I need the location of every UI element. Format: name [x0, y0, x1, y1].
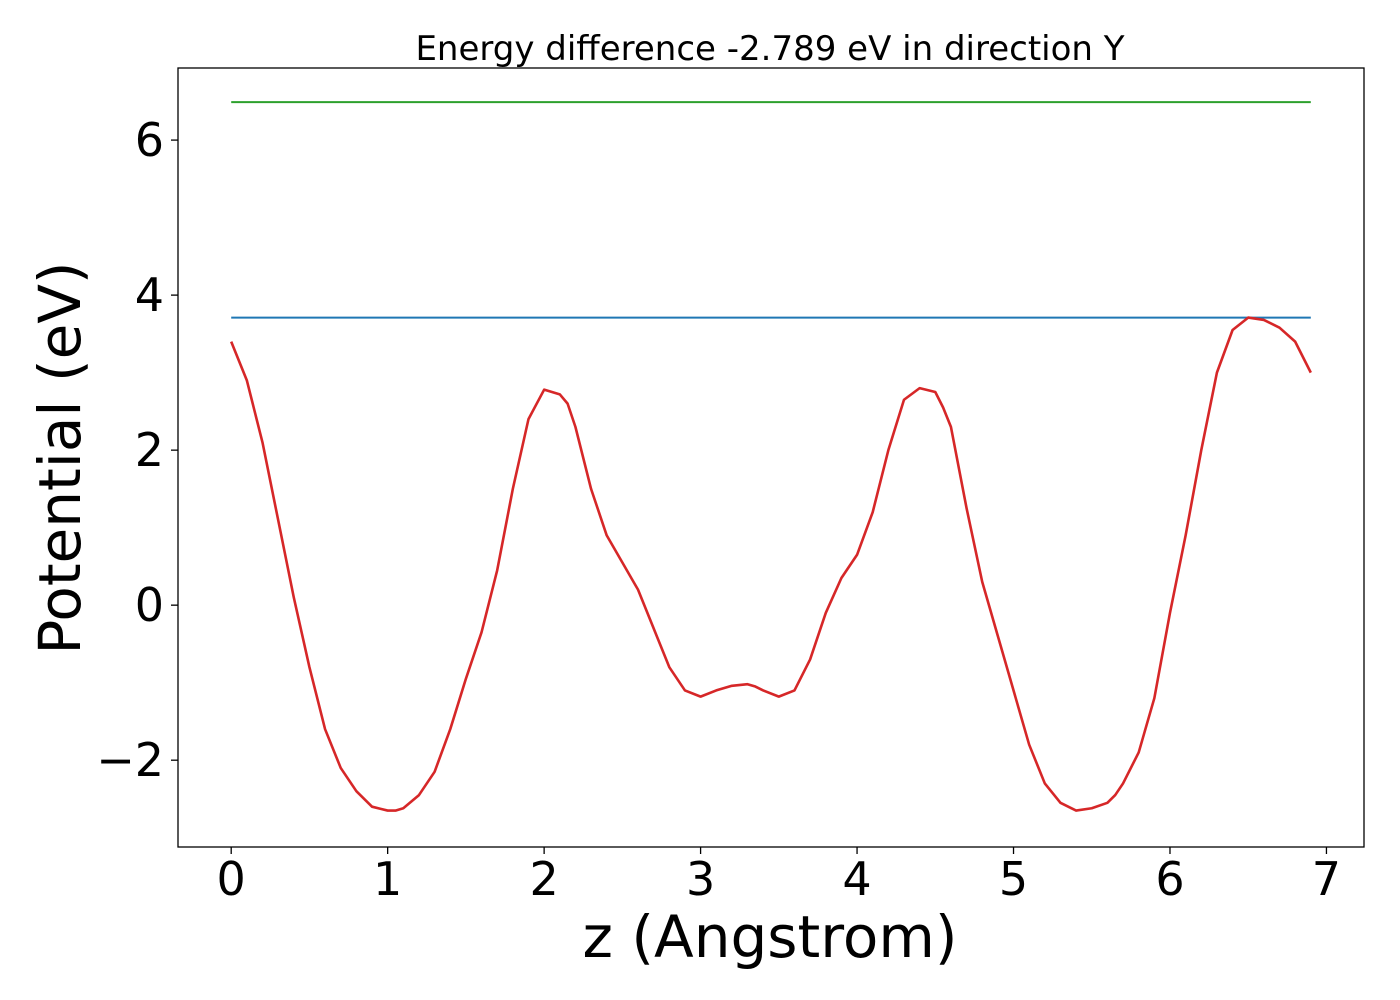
x-tick-label: 3	[686, 852, 715, 906]
plot-series	[229, 101, 1312, 812]
x-tick-label: 6	[1155, 852, 1184, 906]
x-axis-ticks: 0 1 2 3 4 5 6 7	[217, 847, 1341, 906]
y-tick-label: 6	[135, 113, 164, 167]
plot-frame	[177, 67, 1365, 848]
x-tick-label: 4	[842, 852, 871, 906]
x-tick-label: 7	[1312, 852, 1341, 906]
x-axis-label: z (Angstrom)	[583, 903, 958, 971]
x-tick-label: 2	[529, 852, 558, 906]
y-tick-label: 0	[135, 578, 164, 632]
y-axis-label: Potential (eV)	[26, 261, 94, 654]
x-tick-label: 1	[373, 852, 402, 906]
y-axis-ticks: −2 0 2 4 6	[96, 113, 178, 787]
x-tick-label: 5	[999, 852, 1028, 906]
chart-title: Energy difference -2.789 eV in direction…	[415, 29, 1124, 69]
y-tick-label: −2	[96, 733, 164, 787]
series-line-2	[229, 316, 1312, 812]
y-tick-label: 2	[135, 423, 164, 477]
x-tick-label: 0	[217, 852, 246, 906]
y-tick-label: 4	[135, 268, 164, 322]
